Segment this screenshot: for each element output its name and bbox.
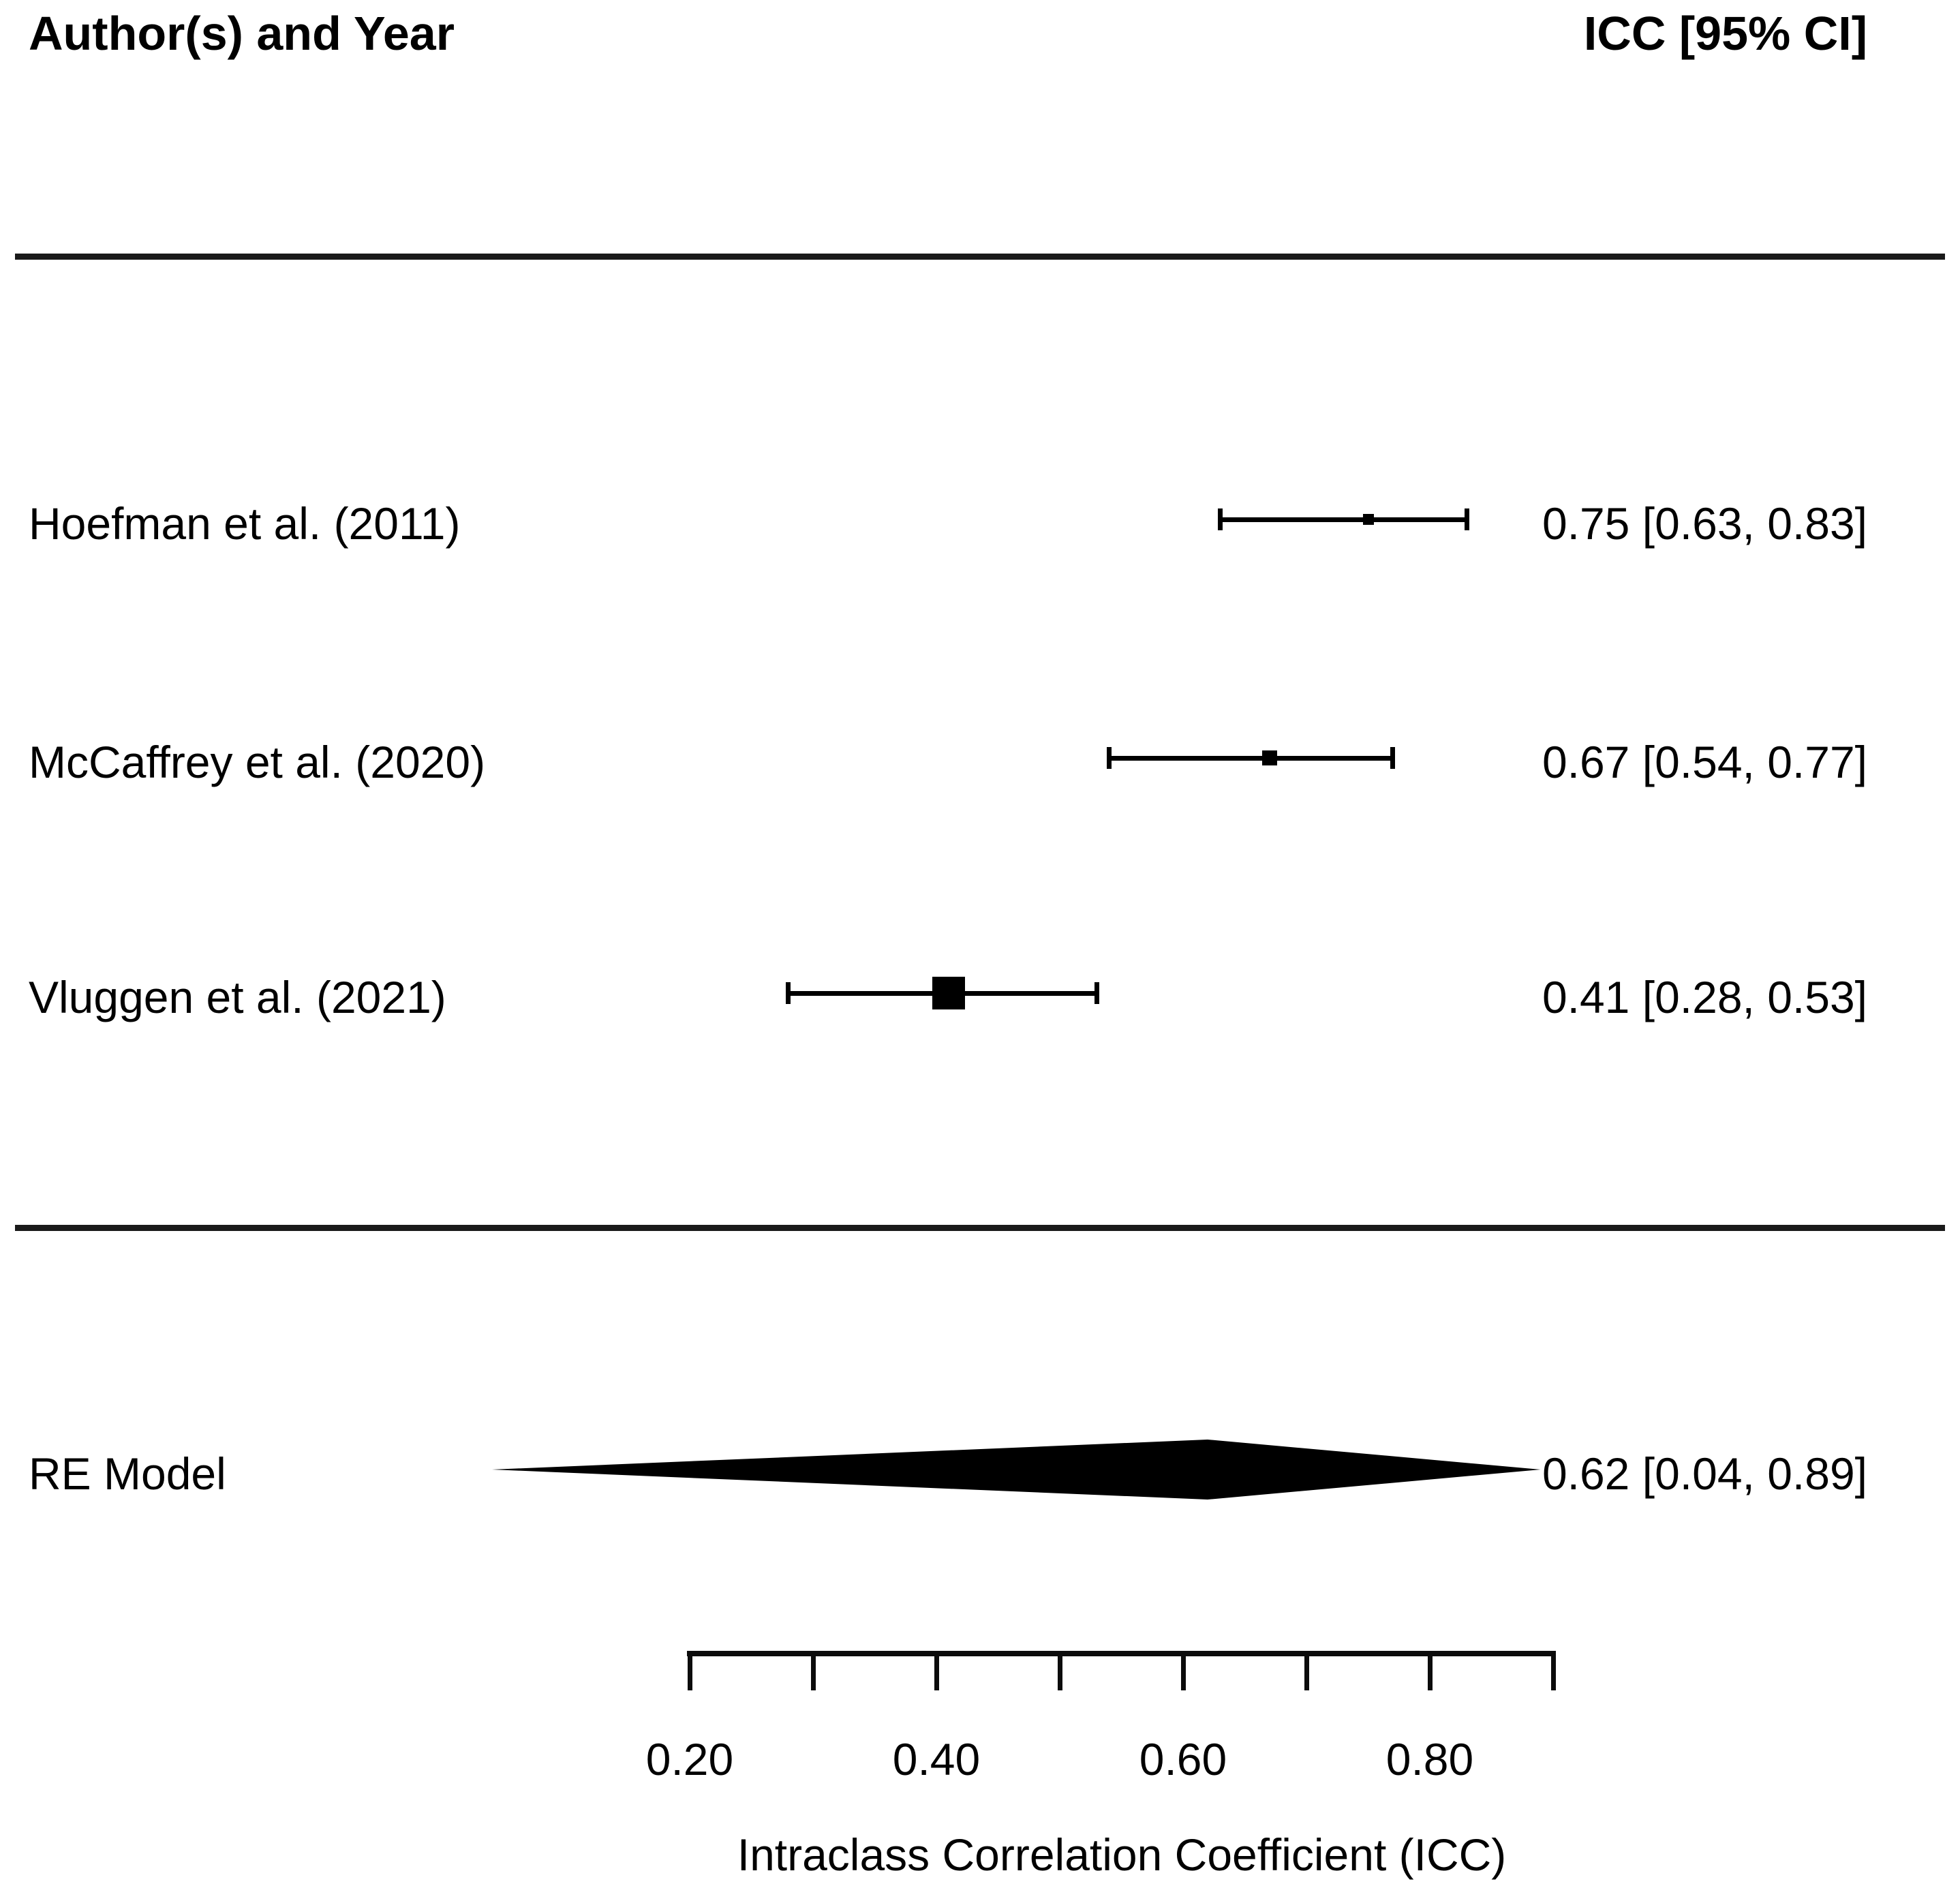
summary-diamond-shape xyxy=(492,1440,1541,1500)
ci-cap-right xyxy=(1390,747,1396,769)
ci-cap-left xyxy=(1106,747,1112,769)
study-annotation: 0.75 [0.63, 0.83] xyxy=(1542,498,1867,549)
effect-square xyxy=(1362,514,1374,525)
axis-tick xyxy=(1427,1654,1433,1690)
study-label: Hoefman et al. (2011) xyxy=(29,498,461,549)
effect-square xyxy=(932,977,966,1009)
ci-cap-right xyxy=(1094,982,1099,1004)
axis-tick xyxy=(810,1654,816,1690)
axis-tick xyxy=(934,1654,939,1690)
ci-cap-left xyxy=(786,982,791,1004)
summary-label: RE Model xyxy=(29,1448,226,1499)
ci-cap-right xyxy=(1464,508,1469,530)
x-axis-title: Intraclass Correlation Coefficient (ICC) xyxy=(737,1829,1507,1880)
axis-tick xyxy=(1057,1654,1062,1690)
effect-square xyxy=(1261,750,1277,765)
study-annotation: 0.41 [0.28, 0.53] xyxy=(1542,972,1867,1022)
separator-header xyxy=(15,254,1945,260)
axis-tick xyxy=(1304,1654,1309,1690)
study-annotation: 0.67 [0.54, 0.77] xyxy=(1542,737,1867,787)
summary-annotation: 0.62 [0.04, 0.89] xyxy=(1542,1448,1867,1499)
axis-tick xyxy=(1550,1654,1556,1690)
study-label: Vluggen et al. (2021) xyxy=(29,972,446,1022)
study-label: McCaffrey et al. (2020) xyxy=(29,737,486,787)
column-header-icc-ci: ICC [95% CI] xyxy=(1583,7,1867,60)
axis-line xyxy=(687,1651,1556,1656)
axis-tick-label: 0.60 xyxy=(1139,1734,1227,1784)
ci-line xyxy=(1220,517,1467,522)
summary-diamond xyxy=(492,1440,1541,1500)
axis-tick xyxy=(687,1654,692,1690)
axis-tick xyxy=(1180,1654,1186,1690)
ci-cap-left xyxy=(1217,508,1223,530)
separator-summary xyxy=(15,1225,1945,1231)
axis-tick-label: 0.40 xyxy=(892,1734,981,1784)
axis-tick-label: 0.20 xyxy=(645,1734,734,1784)
column-header-authors: Author(s) and Year xyxy=(29,7,455,60)
axis-tick-label: 0.80 xyxy=(1385,1734,1474,1784)
ci-line xyxy=(1109,755,1393,761)
